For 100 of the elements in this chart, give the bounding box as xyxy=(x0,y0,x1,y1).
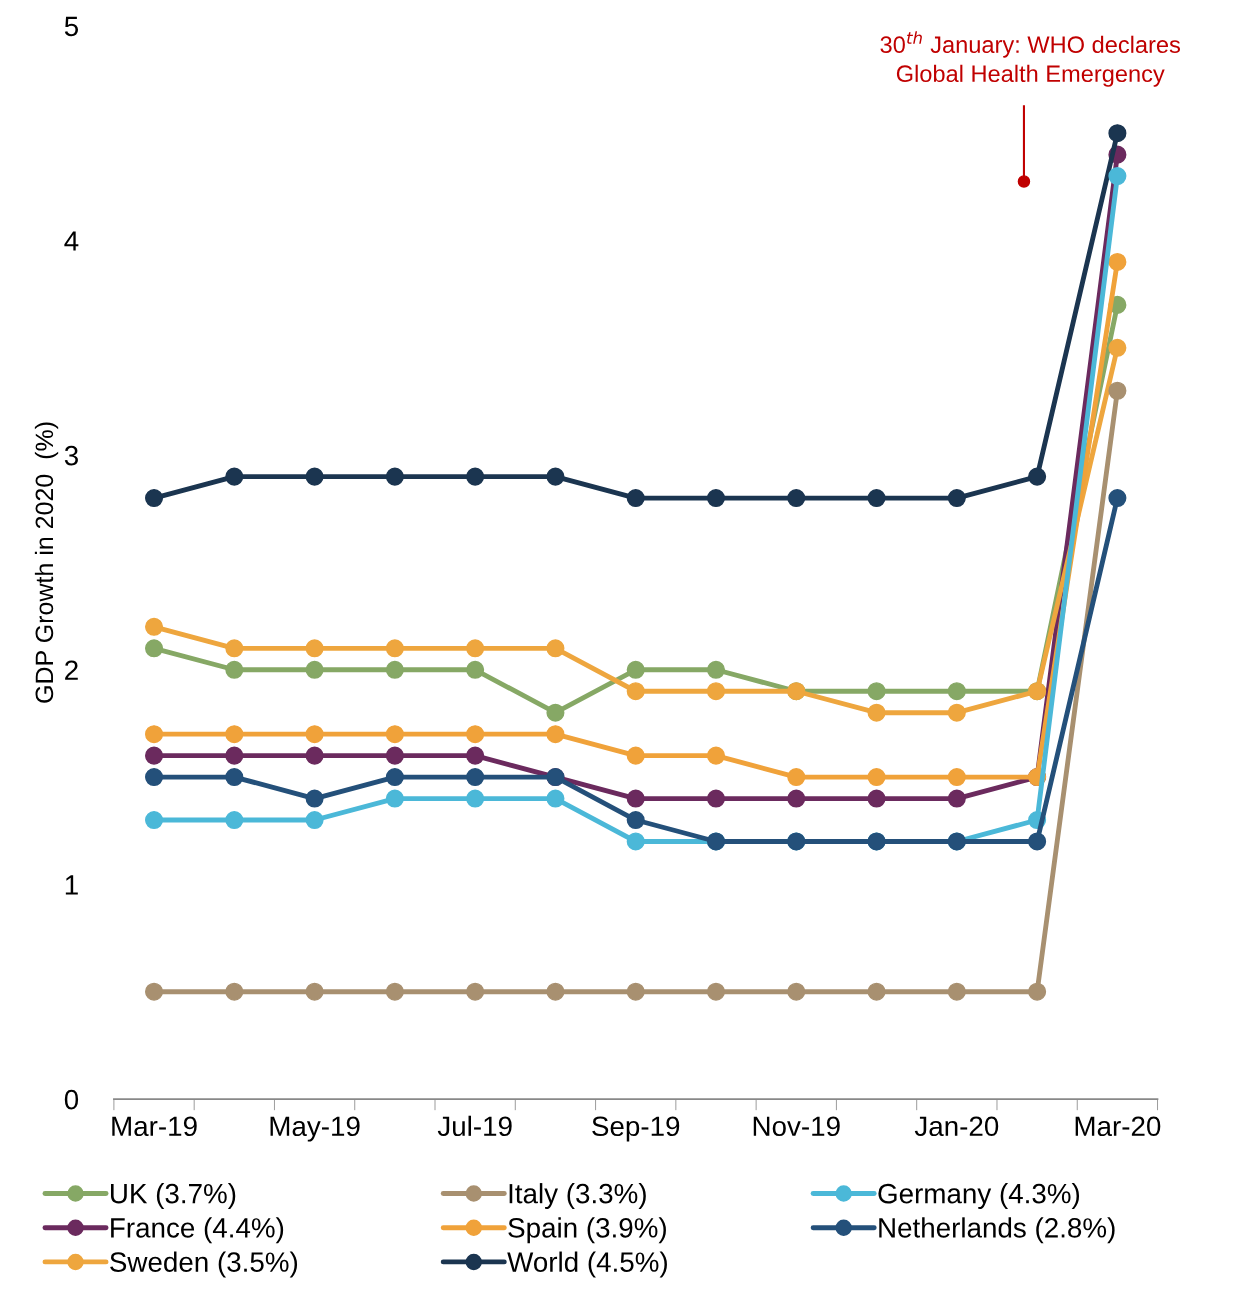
point xyxy=(145,617,164,636)
annotation: 30$^{th}$ January: WHO declares Global Health Emergency xyxy=(880,31,1180,87)
y-tick-label: 0 xyxy=(64,1089,79,1110)
point xyxy=(305,725,324,744)
x-tick-label: May-19 xyxy=(270,1116,360,1142)
point xyxy=(385,789,404,808)
point xyxy=(305,746,324,765)
point xyxy=(466,789,485,808)
point xyxy=(225,467,244,486)
point xyxy=(1108,167,1127,186)
point xyxy=(385,768,404,787)
x-tick-label: Jan-20 xyxy=(914,1116,999,1137)
point xyxy=(706,682,726,701)
legend-label: UK (3.7%) xyxy=(111,1183,236,1209)
point xyxy=(706,982,726,1001)
point xyxy=(305,810,324,830)
point xyxy=(305,789,324,808)
y-tick-label: 5 xyxy=(64,16,79,37)
point xyxy=(305,467,324,486)
point xyxy=(867,982,886,1001)
point xyxy=(546,703,565,722)
point xyxy=(145,639,164,658)
point xyxy=(626,682,645,701)
point xyxy=(787,768,806,787)
point xyxy=(706,789,726,808)
point xyxy=(626,660,645,679)
point xyxy=(145,489,164,508)
point xyxy=(145,810,164,830)
point xyxy=(1108,489,1127,508)
y-axis-title: GDP Growth in 2020 (%) xyxy=(34,422,59,703)
point xyxy=(466,467,485,486)
point xyxy=(145,746,164,765)
point xyxy=(706,746,726,765)
point xyxy=(787,982,806,1001)
point xyxy=(947,489,966,508)
point xyxy=(947,703,966,722)
point xyxy=(225,810,244,830)
point xyxy=(225,746,244,765)
y-tick-label: 3 xyxy=(64,445,78,466)
point xyxy=(225,639,244,658)
x-tick-label: Mar-20 xyxy=(1075,1116,1161,1137)
point xyxy=(947,768,966,787)
point xyxy=(1108,381,1127,400)
legend-label: Netherlands (2.8%) xyxy=(879,1217,1115,1244)
point xyxy=(947,982,966,1001)
y-tick-label: 4 xyxy=(64,231,79,251)
point xyxy=(626,746,645,765)
point xyxy=(867,682,886,701)
point xyxy=(225,725,244,744)
point xyxy=(947,682,966,701)
point xyxy=(546,789,565,808)
point xyxy=(626,810,645,830)
x-tick-label: Mar-19 xyxy=(112,1116,197,1137)
legend-label: Germany (4.3%) xyxy=(878,1183,1080,1209)
point xyxy=(626,789,645,808)
point xyxy=(626,982,645,1001)
point xyxy=(225,660,244,679)
point xyxy=(466,746,485,765)
point xyxy=(385,725,404,744)
x-tick-label: Sep-19 xyxy=(592,1116,680,1142)
point xyxy=(466,725,485,744)
point xyxy=(466,768,485,787)
point xyxy=(385,660,404,679)
point xyxy=(145,768,164,787)
point xyxy=(867,703,886,722)
point xyxy=(305,982,324,1001)
point xyxy=(867,489,886,508)
point xyxy=(546,467,565,486)
point xyxy=(385,746,404,765)
point xyxy=(385,639,404,658)
point xyxy=(225,768,244,787)
point xyxy=(385,467,404,486)
point xyxy=(466,660,485,679)
point xyxy=(546,982,565,1001)
point xyxy=(706,489,726,508)
point xyxy=(626,832,645,851)
legend-label: France (4.4%) xyxy=(111,1217,284,1244)
point xyxy=(385,982,404,1001)
point xyxy=(305,639,324,658)
legend-label: Spain (3.9%) xyxy=(508,1217,666,1244)
x-tick-label: Jul-19 xyxy=(437,1115,512,1137)
point xyxy=(1028,832,1047,851)
point xyxy=(466,982,485,1001)
point xyxy=(1028,467,1047,486)
point xyxy=(145,982,164,1001)
point xyxy=(466,639,485,658)
point xyxy=(867,768,886,787)
x-tick-label: Nov-19 xyxy=(753,1116,840,1137)
point xyxy=(626,489,645,508)
point xyxy=(546,639,565,658)
point xyxy=(546,725,565,744)
legend-label: Italy (3.3%) xyxy=(509,1183,646,1209)
point xyxy=(706,660,726,679)
point xyxy=(1108,252,1127,271)
legend-label: Sweden (3.5%) xyxy=(110,1251,298,1278)
y-tick-label: 2 xyxy=(65,660,78,680)
point xyxy=(1028,982,1047,1001)
point xyxy=(867,789,886,808)
point xyxy=(947,789,966,808)
point xyxy=(787,789,806,808)
